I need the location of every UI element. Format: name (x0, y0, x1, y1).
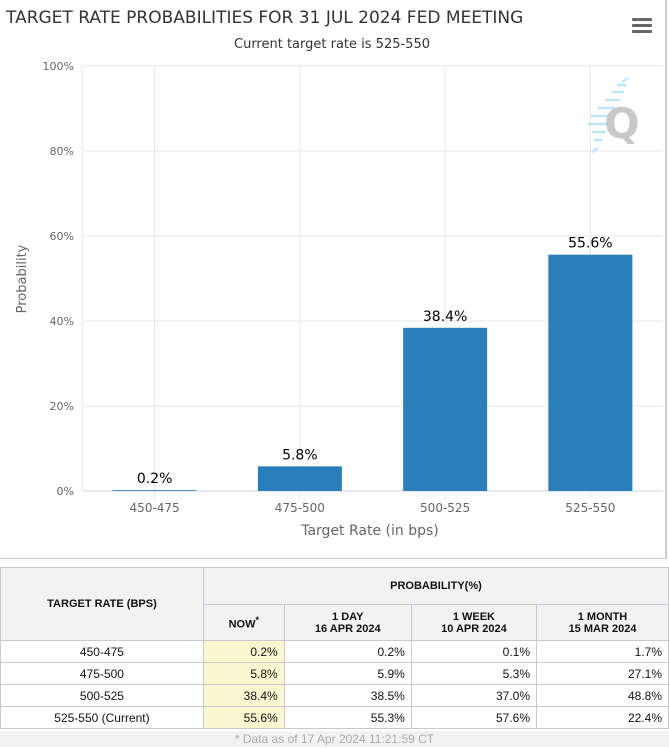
col-line1: NOW (228, 618, 256, 631)
table-row: 500-525 38.4% 38.5% 37.0% 48.8% (0, 684, 669, 707)
prob-cell: 55.6% (202, 706, 285, 729)
y-tick-label: 20% (50, 400, 74, 413)
header-probability: PROBABILITY(%) (202, 567, 669, 605)
table-row: 525-550 (Current) 55.6% 55.3% 57.6% 22.4% (0, 706, 669, 729)
column-header: 1 MONTH 15 MAR 2024 (536, 604, 669, 641)
table-row: 475-500 5.8% 5.9% 5.3% 27.1% (0, 662, 669, 685)
col-line2: 10 APR 2024 (441, 622, 507, 635)
prob-cell: 38.5% (283, 684, 412, 707)
data-label: 5.8% (282, 447, 318, 463)
prob-cell: 48.8% (536, 684, 669, 707)
bar (403, 327, 488, 491)
col-line1: 1 MONTH (577, 610, 628, 623)
chart-svg: TARGET RATE PROBABILITIES FOR 31 JUL 202… (5, 8, 663, 539)
column-header: NOW* (202, 604, 285, 641)
probability-table: TARGET RATE (BPS) PROBABILITY(%) NOW* 1 D… (0, 567, 669, 729)
prob-cell: 57.6% (410, 706, 538, 729)
bar (112, 490, 197, 491)
prob-cell: 22.4% (536, 706, 669, 729)
prob-cell: 27.1% (536, 662, 669, 685)
data-label: 0.2% (137, 471, 173, 487)
header-target-rate: TARGET RATE (BPS) (0, 567, 204, 641)
prob-cell: 1.7% (536, 640, 669, 663)
col-line1: 1 WEEK (452, 610, 495, 623)
prob-cell: 0.2% (202, 640, 285, 663)
bar (548, 254, 633, 491)
prob-cell: 5.9% (283, 662, 412, 685)
col-line2: 15 MAR 2024 (568, 622, 637, 635)
y-tick-label: 40% (50, 315, 74, 328)
prob-cell: 0.1% (410, 640, 538, 663)
x-tick-label: 525-550 (565, 501, 615, 515)
hamburger-icon[interactable] (632, 18, 652, 34)
chart-title: TARGET RATE PROBABILITIES FOR 31 JUL 202… (5, 8, 523, 28)
bar (257, 466, 342, 491)
rate-cell: 525-550 (Current) (0, 706, 204, 729)
prob-cell: 55.3% (283, 706, 412, 729)
chart-subtitle: Current target rate is 525-550 (234, 37, 430, 52)
data-label: 55.6% (568, 236, 612, 252)
probability-chart: TARGET RATE PROBABILITIES FOR 31 JUL 202… (0, 0, 667, 559)
prob-cell: 5.3% (410, 662, 538, 685)
rate-cell: 450-475 (0, 640, 204, 663)
col-line2: 16 APR 2024 (314, 622, 381, 635)
y-tick-label: 80% (50, 145, 74, 158)
x-tick-label: 500-525 (420, 501, 470, 515)
prob-cell: 37.0% (410, 684, 538, 707)
col-line1: 1 DAY (332, 610, 364, 623)
column-header: 1 DAY 16 APR 2024 (283, 604, 412, 641)
y-tick-label: 0% (57, 485, 74, 498)
x-axis-label: Target Rate (in bps) (300, 523, 439, 539)
y-axis-label: Probability (15, 244, 30, 313)
column-header: 1 WEEK 10 APR 2024 (410, 604, 538, 641)
table-row: 450-475 0.2% 0.2% 0.1% 1.7% (0, 640, 669, 663)
y-tick-label: 60% (50, 230, 74, 243)
y-tick-label: 100% (43, 60, 74, 73)
prob-cell: 5.8% (202, 662, 285, 685)
footnote: * Data as of 17 Apr 2024 11:21:59 CT (0, 731, 669, 747)
data-label: 38.4% (423, 309, 467, 325)
prob-cell: 38.4% (202, 684, 285, 707)
rate-cell: 500-525 (0, 684, 204, 707)
x-tick-label: 450-475 (130, 501, 180, 515)
watermark-logo: Q (588, 76, 640, 154)
rate-cell: 475-500 (0, 662, 204, 685)
prob-cell: 0.2% (283, 640, 412, 663)
col-star: * (255, 614, 260, 625)
x-tick-label: 475-500 (275, 501, 325, 515)
svg-text:Q: Q (604, 99, 640, 148)
